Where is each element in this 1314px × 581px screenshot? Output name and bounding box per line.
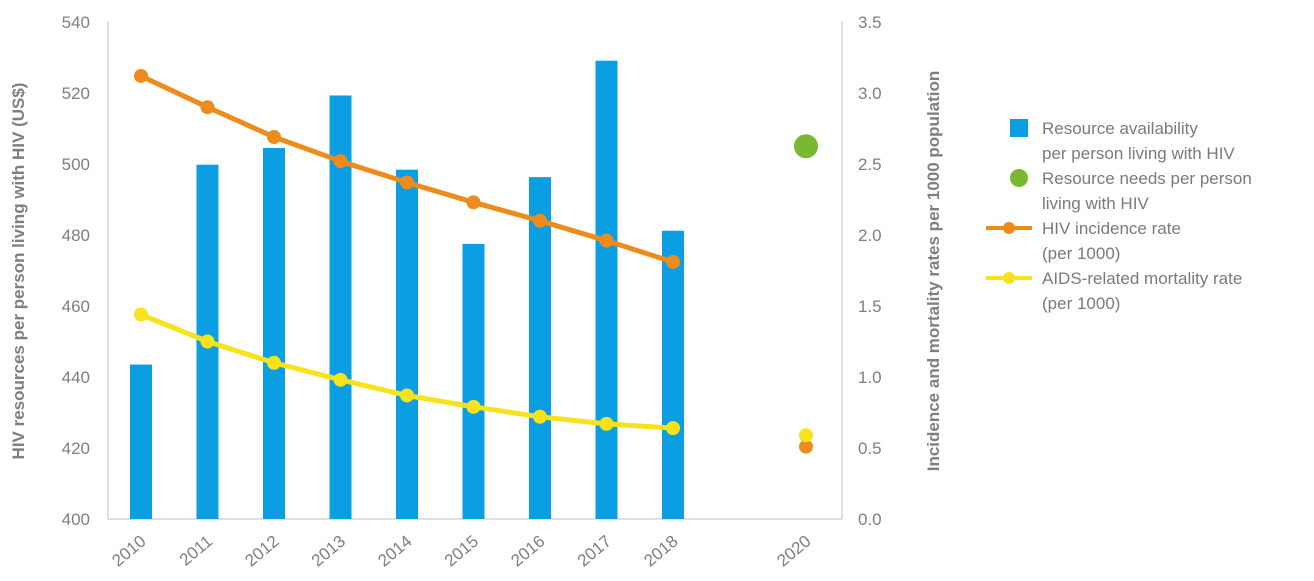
line-series [134, 68, 680, 436]
x-tick-label: 2017 [574, 532, 615, 571]
x-tick-label: 2011 [176, 532, 216, 570]
line-point [400, 388, 414, 403]
left-tick-label: 500 [62, 155, 90, 174]
left-tick-label: 440 [62, 368, 90, 387]
line-point [466, 399, 481, 414]
line-point [533, 409, 547, 424]
line-point [134, 307, 148, 322]
left-tick-labels: 400 420 440 460 480 500 520 540 [62, 13, 90, 529]
line-point [134, 68, 148, 83]
legend-item-resource-availability: Resource availability per person living … [982, 116, 1312, 166]
bar [396, 169, 418, 519]
line-point [333, 372, 348, 387]
left-axis-title: HIV resources per person living with HIV… [9, 83, 28, 460]
line-point [200, 334, 215, 349]
legend-label-line: AIDS-related mortality rate [1042, 269, 1243, 288]
bar [662, 230, 684, 520]
bar [329, 95, 352, 520]
left-tick-label: 480 [62, 226, 90, 245]
line-point [200, 100, 215, 115]
line-point [466, 195, 481, 210]
right-tick-label: 3.5 [858, 13, 882, 32]
left-tick-label: 400 [62, 510, 90, 529]
legend-label-line: living with HIV [1042, 194, 1149, 213]
x-tick-label: 2016 [507, 532, 548, 571]
legend-label-line: per person living with HIV [1042, 144, 1235, 163]
x-tick-label: 2012 [241, 532, 282, 571]
x-tick-label: 2010 [108, 532, 149, 571]
right-tick-label: 3.0 [858, 84, 882, 103]
x-tick-label: 2018 [640, 532, 681, 571]
line-point [333, 154, 348, 169]
legend-line-marker-icon [986, 222, 1032, 234]
bar [263, 148, 285, 519]
legend-item-mortality: AIDS-related mortality rate (per 1000) [982, 266, 1312, 316]
right-tick-label: 1.5 [858, 297, 882, 316]
projection-point [799, 439, 813, 454]
legend-label-line: (per 1000) [1042, 294, 1121, 313]
line-point [533, 213, 547, 228]
bar [462, 243, 485, 519]
line-point [267, 130, 281, 145]
legend-label-line: Resource availability [1042, 119, 1198, 138]
line-point [400, 175, 414, 190]
right-axis-title: Incidence and mortality rates per 1000 p… [924, 71, 943, 472]
legend-item-incidence: HIV incidence rate (per 1000) [982, 216, 1312, 266]
legend-label-line: HIV incidence rate [1042, 219, 1181, 238]
x-tick-label: 2013 [308, 532, 349, 571]
x-tick-label: 2015 [441, 532, 482, 571]
bar [130, 364, 152, 519]
right-tick-labels: 0.0 0.5 1.0 1.5 2.0 2.5 3.0 3.5 [858, 13, 882, 529]
x-tick-labels: 2010 2011 2012 2013 2014 2015 2016 2017 2018 2020 [108, 532, 814, 571]
line-point [666, 421, 680, 436]
left-tick-label: 540 [62, 13, 90, 32]
right-tick-label: 0.0 [858, 510, 882, 529]
line-point [267, 355, 281, 370]
legend-label-line: (per 1000) [1042, 244, 1121, 263]
right-tick-label: 2.0 [858, 226, 882, 245]
legend-circle-icon [1010, 169, 1028, 187]
line-point [599, 233, 614, 248]
legend-label-line: Resource needs per person [1042, 169, 1252, 188]
left-tick-label: 520 [62, 84, 90, 103]
legend: Resource availability per person living … [982, 116, 1312, 316]
bar-series [130, 60, 684, 520]
x-tick-label: 2020 [773, 532, 814, 571]
line-point [599, 416, 614, 431]
right-tick-label: 0.5 [858, 439, 882, 458]
bar [595, 60, 618, 519]
legend-item-resource-needs: Resource needs per person living with HI… [982, 166, 1312, 216]
right-tick-label: 1.0 [858, 368, 882, 387]
bar [529, 177, 551, 519]
line-point [666, 254, 680, 269]
legend-square-icon [1010, 119, 1028, 137]
x-tick-label: 2014 [374, 532, 415, 571]
left-tick-label: 420 [62, 439, 90, 458]
point-series [794, 134, 818, 454]
legend-line-marker-icon [986, 272, 1032, 284]
right-tick-label: 2.5 [858, 155, 882, 174]
needs-point [794, 134, 818, 159]
projection-point [799, 428, 813, 443]
left-tick-label: 460 [62, 297, 90, 316]
